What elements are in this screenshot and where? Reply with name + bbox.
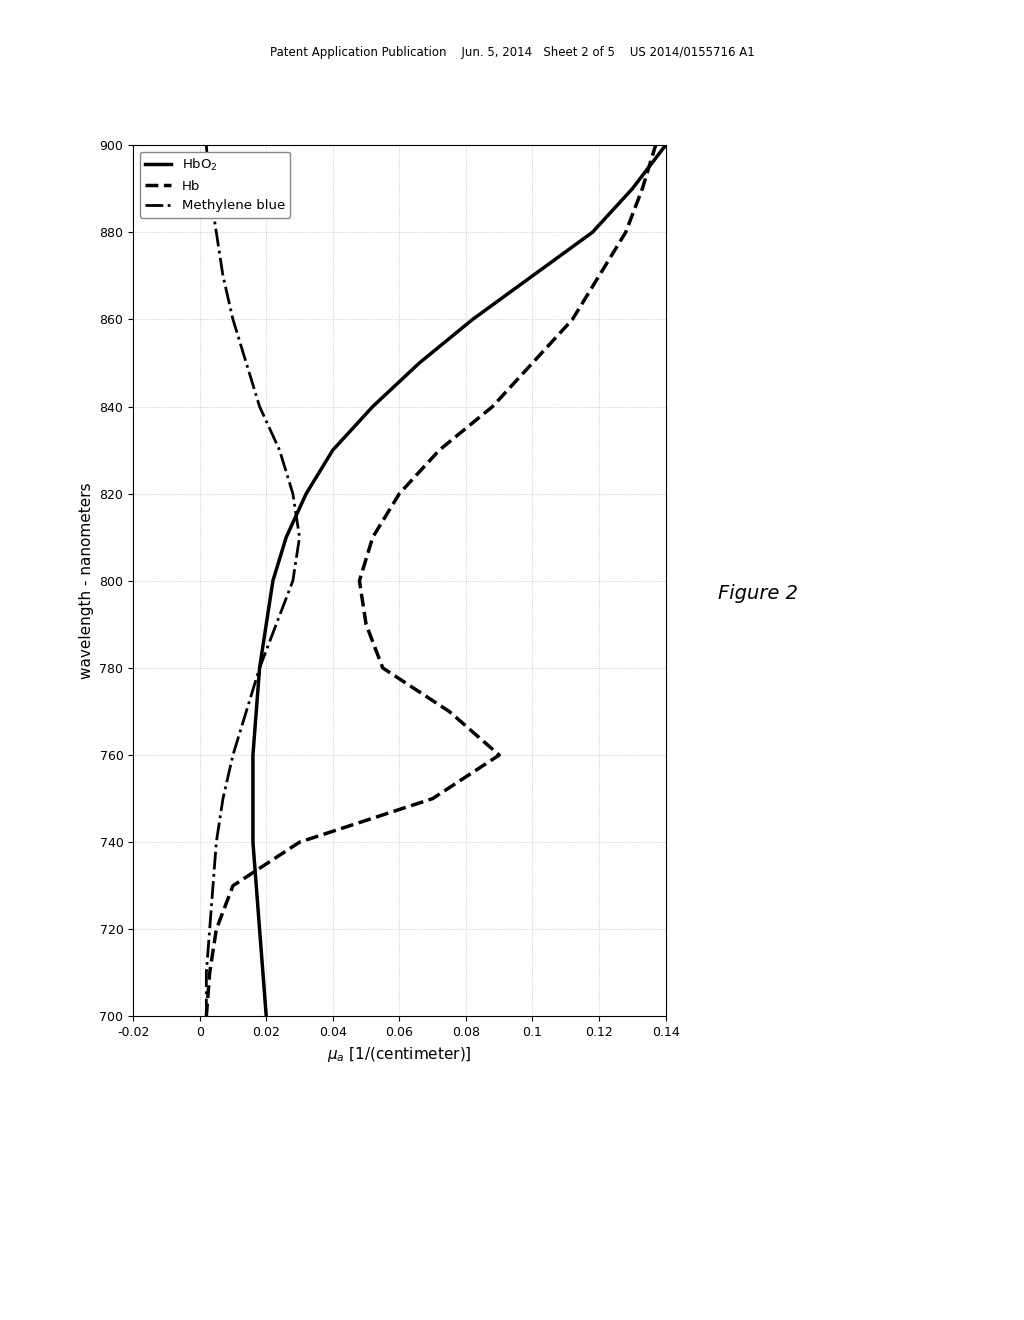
Hb	[433, 442, 445, 458]
Hb	[486, 399, 499, 414]
Hb	[636, 181, 648, 197]
Hb	[649, 137, 662, 153]
Methylene blue	[287, 486, 299, 502]
HbO$_2$	[260, 616, 272, 632]
Y-axis label: wavelength - nanometers: wavelength - nanometers	[79, 483, 94, 678]
Methylene blue	[273, 442, 286, 458]
HbO$_2$	[250, 704, 262, 719]
Hb	[353, 573, 366, 589]
Hb	[566, 312, 579, 327]
Hb	[494, 747, 506, 763]
Methylene blue	[201, 137, 213, 153]
Hb	[620, 224, 632, 240]
Text: Figure 2: Figure 2	[718, 585, 798, 603]
Hb	[204, 965, 216, 981]
Methylene blue	[240, 704, 252, 719]
HbO$_2$	[327, 442, 339, 458]
Text: Patent Application Publication    Jun. 5, 2014   Sheet 2 of 5    US 2014/0155716: Patent Application Publication Jun. 5, 2…	[269, 46, 755, 59]
Hb	[227, 878, 240, 894]
Hb	[210, 921, 222, 937]
HbO$_2$	[247, 747, 259, 763]
HbO$_2$	[414, 355, 426, 371]
HbO$_2$	[280, 529, 293, 545]
HbO$_2$	[266, 573, 279, 589]
Hb	[360, 616, 373, 632]
Methylene blue	[204, 921, 216, 937]
HbO$_2$	[257, 965, 269, 981]
Hb	[593, 268, 605, 284]
HbO$_2$	[467, 312, 479, 327]
X-axis label: $\mu_a$ [1/(centimeter)]: $\mu_a$ [1/(centimeter)]	[327, 1044, 472, 1064]
HbO$_2$	[659, 137, 672, 153]
Methylene blue	[201, 1008, 213, 1024]
Methylene blue	[227, 312, 240, 327]
Hb	[526, 355, 539, 371]
Methylene blue	[217, 268, 229, 284]
Line: HbO$_2$: HbO$_2$	[253, 145, 666, 1016]
Hb	[443, 704, 456, 719]
HbO$_2$	[526, 268, 539, 284]
Legend: HbO$_2$, Hb, Methylene blue: HbO$_2$, Hb, Methylene blue	[139, 152, 291, 218]
Methylene blue	[227, 747, 240, 763]
Methylene blue	[204, 181, 216, 197]
Line: Methylene blue: Methylene blue	[207, 145, 299, 1016]
Methylene blue	[207, 878, 219, 894]
Hb	[377, 660, 389, 676]
Hb	[293, 834, 305, 850]
Methylene blue	[287, 573, 299, 589]
Methylene blue	[254, 660, 266, 676]
Hb	[201, 1008, 213, 1024]
Methylene blue	[270, 616, 283, 632]
Hb	[367, 529, 379, 545]
Hb	[393, 486, 406, 502]
HbO$_2$	[586, 224, 598, 240]
HbO$_2$	[626, 181, 639, 197]
HbO$_2$	[247, 834, 259, 850]
HbO$_2$	[367, 399, 379, 414]
Line: Hb: Hb	[207, 145, 655, 1016]
HbO$_2$	[254, 660, 266, 676]
Methylene blue	[293, 529, 305, 545]
Methylene blue	[240, 355, 252, 371]
HbO$_2$	[260, 1008, 272, 1024]
Methylene blue	[217, 791, 229, 807]
Methylene blue	[210, 834, 222, 850]
HbO$_2$	[247, 791, 259, 807]
HbO$_2$	[254, 921, 266, 937]
Methylene blue	[201, 965, 213, 981]
Hb	[427, 791, 439, 807]
HbO$_2$	[250, 878, 262, 894]
HbO$_2$	[300, 486, 312, 502]
Methylene blue	[210, 224, 222, 240]
Methylene blue	[254, 399, 266, 414]
